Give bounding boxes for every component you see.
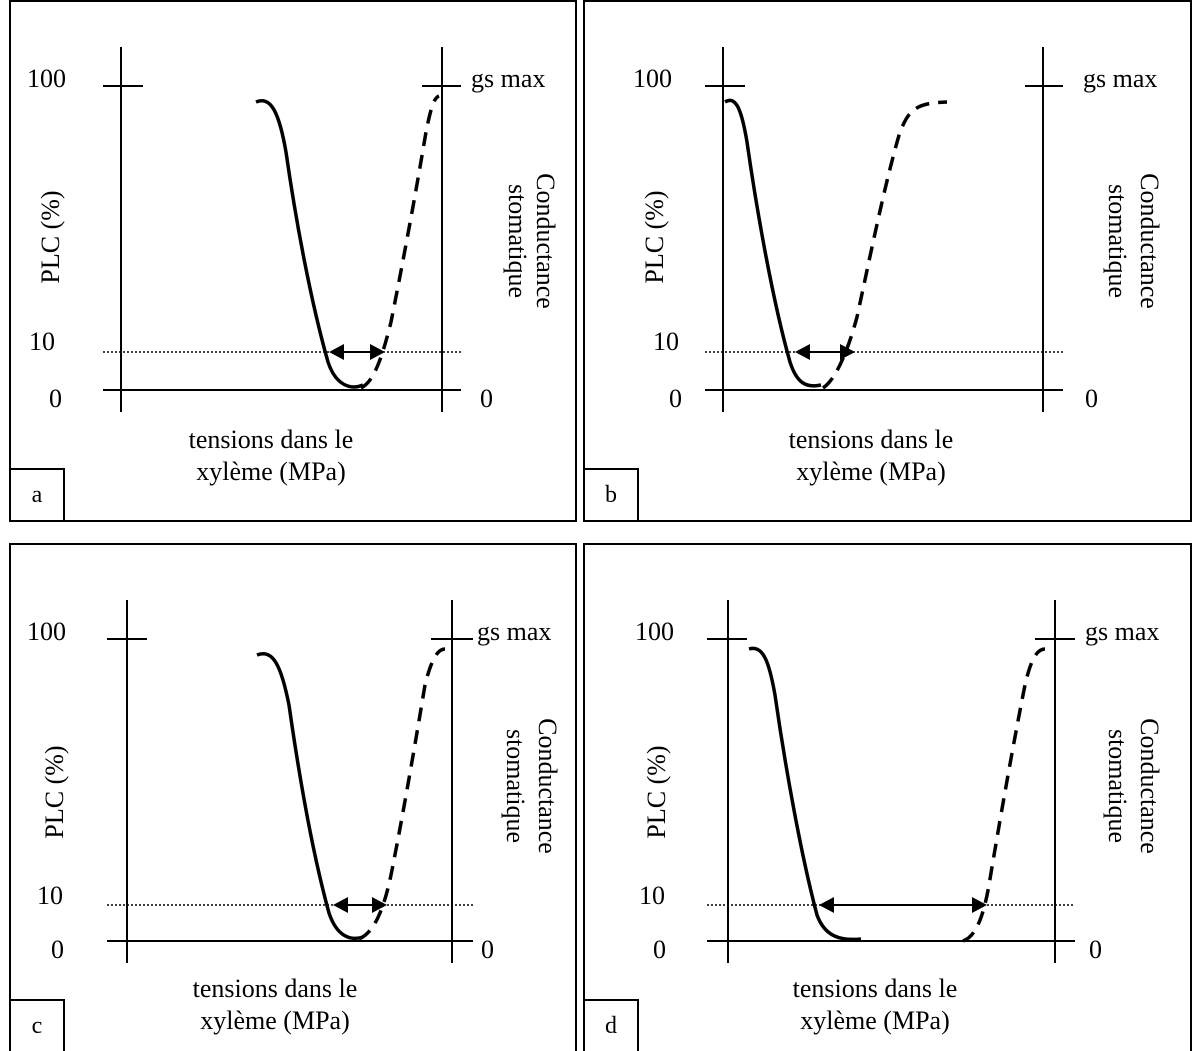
x-axis-label-line1: tensions dans le	[789, 425, 954, 454]
arrowhead-left	[329, 344, 344, 360]
right-label-gsmax: gs max	[1085, 619, 1159, 645]
y-axis-label-right-1: Conductance	[1136, 706, 1162, 866]
panel-tag: d	[585, 999, 639, 1051]
y-axis-label-left: PLC (%)	[38, 177, 64, 297]
arrowhead-left	[819, 897, 834, 913]
x-axis-label: tensions dans le xylème (MPa)	[141, 424, 401, 488]
right-label-gsmax: gs max	[1083, 66, 1157, 92]
x-axis-label-line1: tensions dans le	[793, 974, 958, 1003]
conductance-curve	[963, 649, 1045, 941]
tick-label-10: 10	[653, 329, 679, 355]
panel-a: 100 10 0 gs max 0 PLC (%) Conductance st…	[9, 0, 577, 522]
y-axis-label-right-2: stomatique	[1104, 706, 1130, 866]
tick-label-100: 100	[635, 619, 674, 645]
y-axis-label-right-2: stomatique	[1104, 161, 1130, 321]
x-axis-label-line2: xylème (MPa)	[796, 457, 945, 486]
tick-label-10: 10	[37, 883, 63, 909]
tick-label-100: 100	[27, 66, 66, 92]
x-axis-label-line2: xylème (MPa)	[200, 1006, 349, 1035]
y-axis-label-right-1: Conductance	[532, 161, 558, 321]
y-axis-label-left: PLC (%)	[644, 732, 670, 852]
tick-label-100: 100	[27, 619, 66, 645]
x-axis-label-line1: tensions dans le	[193, 974, 358, 1003]
right-label-0: 0	[481, 937, 494, 963]
x-axis-label-line2: xylème (MPa)	[196, 457, 345, 486]
right-label-gsmax: gs max	[471, 66, 545, 92]
x-axis-label-line1: tensions dans le	[189, 425, 354, 454]
tick-label-10: 10	[29, 329, 55, 355]
panel-tag: a	[11, 468, 65, 520]
x-axis-label: tensions dans le xylème (MPa)	[741, 424, 1001, 488]
panel-d: 100 10 0 gs max 0 PLC (%) Conductance st…	[583, 543, 1192, 1051]
tick-label-0: 0	[653, 937, 666, 963]
y-axis-label-right-1: Conductance	[534, 706, 560, 866]
y-axis-label-left: PLC (%)	[642, 177, 668, 297]
x-axis-label: tensions dans le xylème (MPa)	[745, 973, 1005, 1037]
right-label-0: 0	[1085, 386, 1098, 412]
panel-tag: c	[11, 999, 65, 1051]
conductance-curve	[361, 96, 439, 388]
tick-label-0: 0	[669, 386, 682, 412]
tick-label-0: 0	[49, 386, 62, 412]
x-axis-label-line2: xylème (MPa)	[800, 1006, 949, 1035]
panel-b: 100 10 0 gs max 0 PLC (%) Conductance st…	[583, 0, 1192, 522]
right-label-0: 0	[1089, 937, 1102, 963]
tick-label-0: 0	[51, 937, 64, 963]
tick-label-100: 100	[633, 66, 672, 92]
plc-curve	[725, 100, 821, 386]
y-axis-label-right-1: Conductance	[1136, 161, 1162, 321]
x-axis-label: tensions dans le xylème (MPa)	[145, 973, 405, 1037]
plc-curve	[256, 101, 363, 387]
plc-curve	[749, 648, 861, 939]
conductance-curve	[359, 649, 445, 939]
right-label-0: 0	[480, 386, 493, 412]
right-label-gsmax: gs max	[477, 619, 551, 645]
y-axis-label-left: PLC (%)	[42, 732, 68, 852]
panel-tag: b	[585, 468, 639, 520]
plc-curve	[257, 654, 363, 939]
y-axis-label-right-2: stomatique	[502, 706, 528, 866]
arrowhead-left	[333, 897, 348, 913]
panel-c: 100 10 0 gs max 0 PLC (%) Conductance st…	[9, 543, 577, 1051]
y-axis-label-right-2: stomatique	[504, 161, 530, 321]
arrowhead-left	[795, 344, 810, 360]
tick-label-10: 10	[639, 883, 665, 909]
